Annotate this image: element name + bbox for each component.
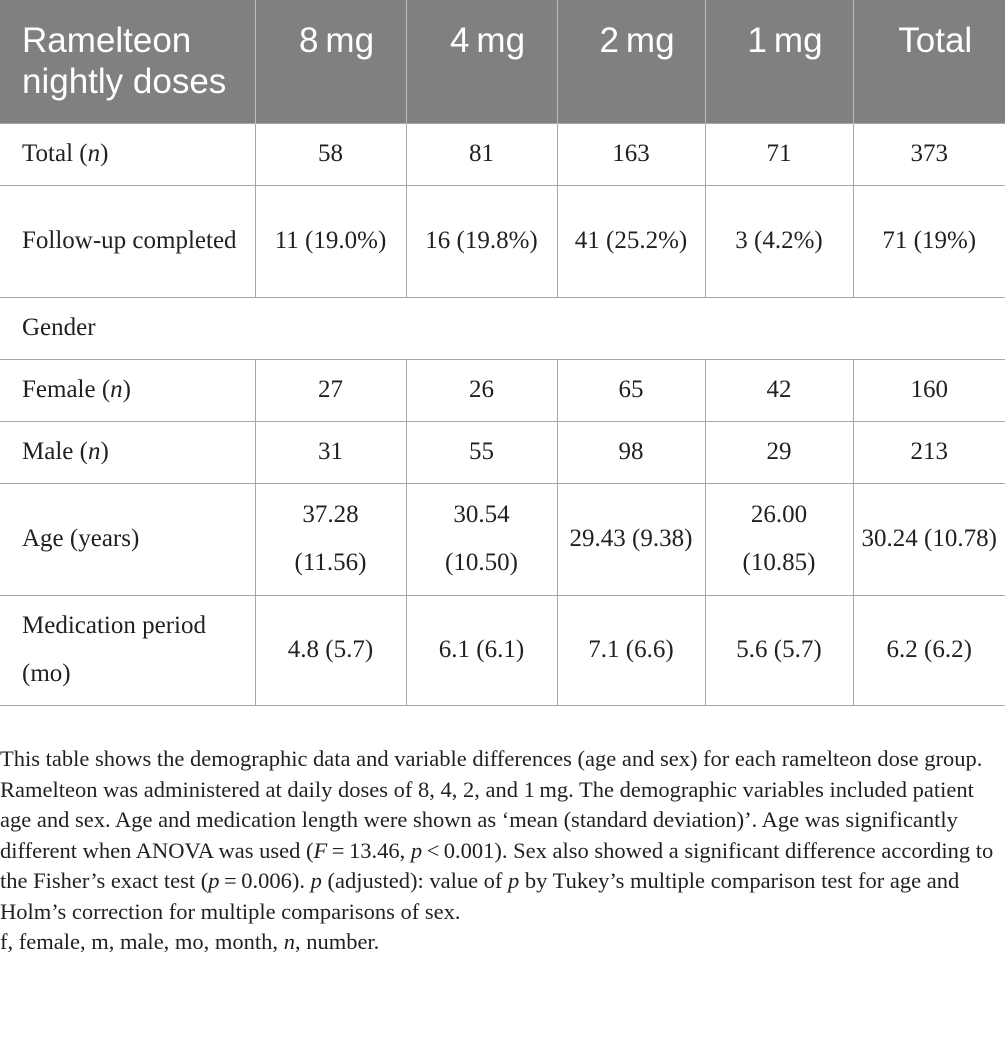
cell-total-4mg: 81 xyxy=(405,122,557,185)
cell-age-1mg: 26.00 (10.85) xyxy=(704,482,853,595)
header-2mg: 2 mg xyxy=(556,0,705,123)
table-header: Ramelteon nightly doses 8 mg 4 mg 2 mg 1… xyxy=(0,0,1005,123)
table-body: Total (n) 58 81 163 71 373 Follow-up com… xyxy=(0,122,1005,706)
header-8mg: 8 mg xyxy=(254,0,406,123)
table-row-followup: Follow-up completed 11 (19.0%) 16 (19.8%… xyxy=(0,184,1005,297)
footnote-abbreviations: f, female, m, male, mo, month, n, number… xyxy=(0,929,380,954)
row-label-total: Total (n) xyxy=(0,122,255,185)
demographics-table: Ramelteon nightly doses 8 mg 4 mg 2 mg 1… xyxy=(0,0,1005,706)
cell-followup-1mg: 3 (4.2%) xyxy=(704,184,853,297)
cell-medication-4mg: 6.1 (6.1) xyxy=(405,594,557,706)
table-footnote: This table shows the demographic data an… xyxy=(0,744,1000,958)
cell-total-total: 373 xyxy=(852,122,1005,185)
cell-female-1mg: 42 xyxy=(704,358,853,421)
cell-medication-1mg: 5.6 (5.7) xyxy=(704,594,853,706)
cell-medication-total: 6.2 (6.2) xyxy=(852,594,1005,706)
cell-male-1mg: 29 xyxy=(704,420,853,483)
header-1mg: 1 mg xyxy=(704,0,853,123)
cell-male-total: 213 xyxy=(852,420,1005,483)
cell-age-2mg: 29.43 (9.38) xyxy=(556,482,705,595)
cell-female-8mg: 27 xyxy=(254,358,406,421)
cell-followup-total: 71 (19%) xyxy=(852,184,1005,297)
cell-male-4mg: 55 xyxy=(405,420,557,483)
cell-medication-8mg: 4.8 (5.7) xyxy=(254,594,406,706)
cell-followup-4mg: 16 (19.8%) xyxy=(405,184,557,297)
table-row-total: Total (n) 58 81 163 71 373 xyxy=(0,122,1005,185)
table-row-medication: Medication period (mo) 4.8 (5.7) 6.1 (6.… xyxy=(0,594,1005,706)
cell-total-8mg: 58 xyxy=(254,122,406,185)
cell-female-2mg: 65 xyxy=(556,358,705,421)
cell-age-8mg: 37.28 (11.56) xyxy=(254,482,406,595)
cell-age-4mg: 30.54 (10.50) xyxy=(405,482,557,595)
cell-followup-2mg: 41 (25.2%) xyxy=(556,184,705,297)
header-4mg: 4 mg xyxy=(405,0,557,123)
cell-total-2mg: 163 xyxy=(556,122,705,185)
cell-female-4mg: 26 xyxy=(405,358,557,421)
row-label-female: Female (n) xyxy=(0,358,255,421)
table-row-gender: Gender xyxy=(0,296,1005,359)
table-row-female: Female (n) 27 26 65 42 160 xyxy=(0,358,1005,421)
header-row: Ramelteon nightly doses 8 mg 4 mg 2 mg 1… xyxy=(0,0,1005,123)
header-total: Total xyxy=(852,0,1005,123)
cell-medication-2mg: 7.1 (6.6) xyxy=(556,594,705,706)
footnote-description: This table shows the demographic data an… xyxy=(0,746,994,924)
row-label-age: Age (years) xyxy=(0,482,255,595)
cell-male-2mg: 98 xyxy=(556,420,705,483)
row-label-medication: Medication period (mo) xyxy=(0,594,255,706)
cell-female-total: 160 xyxy=(852,358,1005,421)
cell-age-total: 30.24 (10.78) xyxy=(852,482,1005,595)
cell-followup-8mg: 11 (19.0%) xyxy=(254,184,406,297)
row-label-gender: Gender xyxy=(0,296,1005,359)
cell-male-8mg: 31 xyxy=(254,420,406,483)
table-row-age: Age (years) 37.28 (11.56) 30.54 (10.50) … xyxy=(0,482,1005,595)
cell-total-1mg: 71 xyxy=(704,122,853,185)
table-row-male: Male (n) 31 55 98 29 213 xyxy=(0,420,1005,483)
row-label-followup: Follow-up completed xyxy=(0,184,255,297)
header-dose-label: Ramelteon nightly doses xyxy=(0,0,255,123)
row-label-male: Male (n) xyxy=(0,420,255,483)
